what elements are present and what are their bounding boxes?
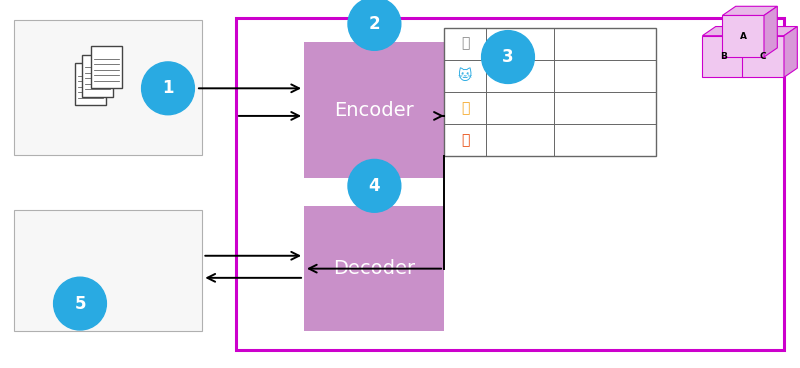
Bar <box>14 20 202 155</box>
Text: C: C <box>760 52 766 61</box>
Bar <box>82 55 114 97</box>
Text: Encoder: Encoder <box>334 101 414 120</box>
Text: 🐈: 🐈 <box>461 101 470 115</box>
Polygon shape <box>784 26 798 77</box>
Circle shape <box>482 31 534 84</box>
Bar <box>75 63 106 105</box>
Circle shape <box>142 62 194 115</box>
Polygon shape <box>722 6 778 15</box>
Polygon shape <box>702 36 744 77</box>
Text: 4: 4 <box>369 177 380 195</box>
Text: 5: 5 <box>74 295 86 312</box>
Polygon shape <box>722 15 764 57</box>
Polygon shape <box>742 36 784 77</box>
Bar <box>236 18 784 350</box>
Text: Decoder: Decoder <box>333 259 415 278</box>
Bar <box>90 46 122 88</box>
Text: 1: 1 <box>162 79 174 97</box>
Circle shape <box>54 277 106 330</box>
Polygon shape <box>744 26 758 77</box>
Bar <box>14 210 202 331</box>
Circle shape <box>348 159 401 212</box>
Bar <box>444 28 656 156</box>
Bar <box>304 42 444 178</box>
Circle shape <box>348 0 401 50</box>
Text: 🛹: 🛹 <box>461 133 470 147</box>
Text: B: B <box>720 52 726 61</box>
Text: 🐱: 🐱 <box>458 69 473 83</box>
Bar <box>304 206 444 331</box>
Text: 🐕: 🐕 <box>461 37 470 51</box>
Polygon shape <box>764 6 778 57</box>
Text: 2: 2 <box>369 15 380 33</box>
Polygon shape <box>742 26 798 36</box>
Polygon shape <box>702 26 758 36</box>
Text: 3: 3 <box>502 48 514 66</box>
Text: A: A <box>740 32 746 41</box>
